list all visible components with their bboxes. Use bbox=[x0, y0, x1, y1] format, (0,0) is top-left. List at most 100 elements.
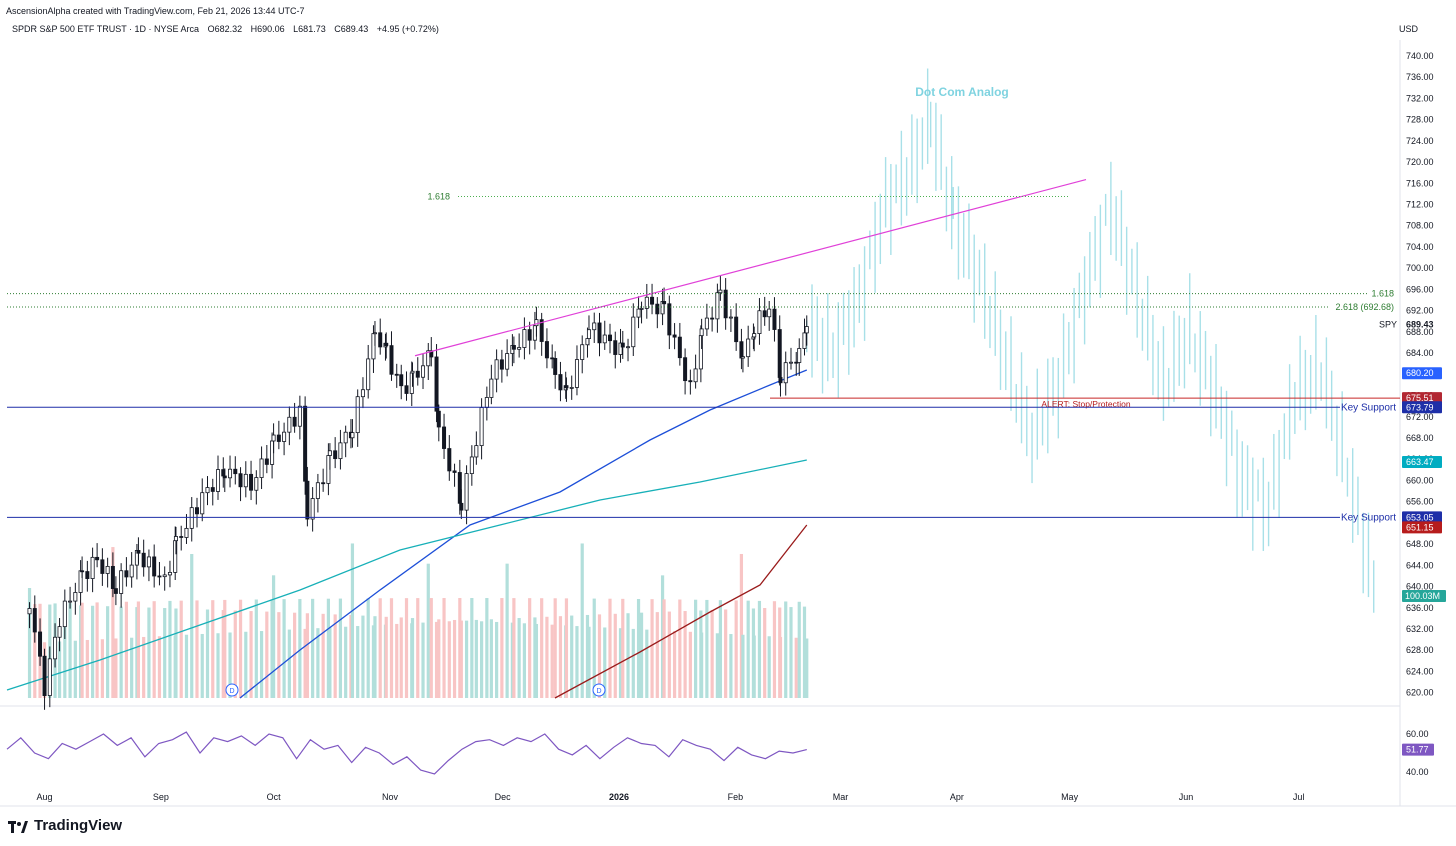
price-tick-label: 644.00 bbox=[1406, 560, 1434, 570]
candle-up bbox=[184, 527, 189, 538]
volume-bar bbox=[705, 599, 709, 698]
candle-up bbox=[602, 334, 607, 344]
volume-bar bbox=[442, 598, 446, 698]
price-tick-label: 696.00 bbox=[1406, 284, 1434, 294]
volume-bar bbox=[361, 615, 365, 698]
tradingview-logo[interactable]: TradingView bbox=[8, 817, 122, 834]
time-tick-label: 2026 bbox=[609, 792, 629, 802]
price-tick-label: 628.00 bbox=[1406, 645, 1434, 655]
volume-bar bbox=[592, 598, 596, 698]
volume-bar bbox=[244, 631, 248, 698]
support-label-upper: Key Support bbox=[1341, 402, 1396, 413]
volume-bar bbox=[57, 641, 62, 698]
candle-up bbox=[639, 308, 644, 310]
candle-up bbox=[574, 359, 579, 388]
volume-bar bbox=[184, 634, 189, 698]
candle-down bbox=[459, 502, 464, 511]
volume-bar bbox=[700, 632, 704, 698]
candle-down bbox=[608, 334, 613, 342]
volume-bar bbox=[429, 598, 433, 698]
time-tick-label: Nov bbox=[382, 792, 399, 802]
candle-down bbox=[436, 410, 441, 428]
candle-up bbox=[47, 658, 52, 696]
candle-up bbox=[350, 432, 355, 439]
volume-bar bbox=[558, 616, 563, 698]
moving-average-fast bbox=[239, 369, 808, 699]
volume-bar bbox=[479, 621, 484, 698]
rsi-tag-label: 51.77 bbox=[1406, 745, 1429, 755]
volume-bar bbox=[195, 600, 199, 698]
volume-bar bbox=[136, 601, 141, 698]
price-tick-label: 648.00 bbox=[1406, 539, 1434, 549]
price-tag-label: 663.47 bbox=[1406, 457, 1434, 467]
candle-up bbox=[90, 556, 95, 579]
price-tick-label: 692.00 bbox=[1406, 306, 1434, 316]
candle-down bbox=[152, 556, 157, 577]
candle-up bbox=[372, 332, 377, 335]
volume-bar bbox=[512, 598, 516, 698]
volume-bar bbox=[163, 608, 167, 698]
volume-bar bbox=[63, 604, 67, 698]
volume-bar bbox=[495, 621, 499, 698]
volume-bar bbox=[789, 607, 793, 698]
volume-bar bbox=[95, 602, 99, 698]
volume-bar bbox=[373, 616, 377, 698]
drawings[interactable]: 1.618 1.618 2.618 (692.68) SPY ALERT: Stop/P… bbox=[7, 85, 1400, 697]
symbol-tag: SPY bbox=[1379, 319, 1397, 329]
volume-bar bbox=[459, 620, 463, 698]
volume-bar bbox=[626, 613, 630, 698]
candle-up bbox=[162, 574, 167, 578]
candle-down bbox=[321, 482, 326, 485]
symbol-name: SPDR S&P 500 ETF TRUST · 1D · NYSE Arca bbox=[12, 24, 200, 34]
candle-up bbox=[310, 498, 315, 520]
candle-up bbox=[718, 289, 723, 294]
candle-up bbox=[522, 329, 527, 348]
candle-down bbox=[527, 329, 532, 341]
volume-bar bbox=[470, 598, 474, 698]
candle-up bbox=[343, 431, 348, 444]
candle-up bbox=[167, 572, 172, 576]
candle-down bbox=[378, 332, 383, 348]
moving-average-mid bbox=[6, 459, 807, 691]
candle-up bbox=[297, 405, 302, 427]
candle-down bbox=[415, 370, 420, 378]
volume-bar bbox=[613, 613, 617, 698]
price-tick-label: 624.00 bbox=[1406, 666, 1434, 676]
volume-bar bbox=[739, 553, 744, 698]
candle-up bbox=[505, 353, 510, 370]
volume-bar bbox=[746, 600, 750, 698]
price-tick-label: 660.00 bbox=[1406, 475, 1434, 485]
candle-down bbox=[734, 316, 739, 343]
volume-bar bbox=[528, 598, 532, 698]
candle-up bbox=[644, 296, 649, 309]
volume-bar bbox=[447, 621, 451, 698]
volume-bar bbox=[228, 632, 232, 698]
price-tag-bg bbox=[1402, 456, 1442, 469]
candle-up bbox=[804, 326, 809, 334]
volume-bar bbox=[752, 635, 756, 698]
candle-up bbox=[728, 316, 733, 319]
price-tick-label: 708.00 bbox=[1406, 221, 1434, 231]
candle-up bbox=[517, 347, 522, 350]
volume-bar bbox=[389, 598, 394, 698]
volume-bar bbox=[152, 601, 156, 698]
volume-bar bbox=[410, 618, 415, 698]
candle-up bbox=[469, 456, 474, 475]
candle-up bbox=[464, 473, 469, 511]
time-tick-label: Apr bbox=[950, 792, 964, 802]
candle-up bbox=[327, 450, 332, 456]
volume-bar bbox=[794, 637, 798, 698]
rsi-line bbox=[6, 731, 807, 775]
brand-name: TradingView bbox=[34, 817, 123, 834]
price-tag-bg bbox=[1402, 401, 1442, 414]
candle-down bbox=[667, 303, 672, 336]
alert-label: ALERT: Stop/Protection bbox=[1041, 399, 1130, 409]
candle-up bbox=[173, 536, 178, 542]
price-tick-label: 732.00 bbox=[1406, 93, 1434, 103]
volume-bar bbox=[767, 636, 771, 698]
volume-bar bbox=[124, 601, 128, 698]
volume-bar bbox=[421, 622, 425, 698]
candle-down bbox=[276, 434, 281, 442]
volume-bar bbox=[233, 610, 237, 698]
